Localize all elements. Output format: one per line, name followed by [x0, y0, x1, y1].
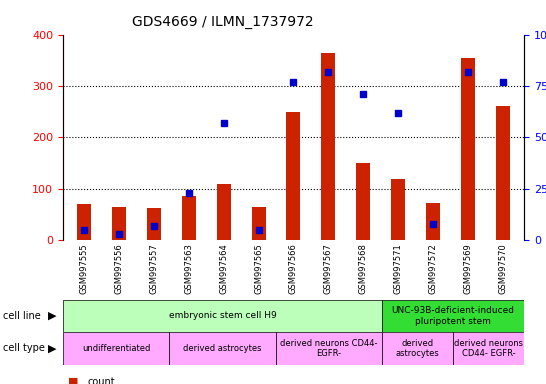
- Text: GSM997567: GSM997567: [324, 243, 333, 294]
- Bar: [147, 208, 161, 240]
- Bar: [496, 106, 510, 240]
- Bar: [382, 332, 453, 365]
- Text: undifferentiated: undifferentiated: [82, 344, 150, 353]
- Bar: [322, 53, 335, 240]
- Bar: [453, 332, 524, 365]
- Text: GSM997564: GSM997564: [219, 243, 228, 294]
- Bar: [276, 332, 382, 365]
- Text: count: count: [87, 377, 115, 384]
- Bar: [169, 332, 276, 365]
- Bar: [112, 207, 126, 240]
- Bar: [63, 332, 169, 365]
- Text: GSM997556: GSM997556: [114, 243, 123, 294]
- Text: GSM997555: GSM997555: [79, 243, 88, 294]
- Text: GSM997571: GSM997571: [394, 243, 403, 294]
- Text: GDS4669 / ILMN_1737972: GDS4669 / ILMN_1737972: [132, 15, 313, 29]
- Text: UNC-93B-deficient-induced
pluripotent stem: UNC-93B-deficient-induced pluripotent st…: [391, 306, 515, 326]
- Bar: [391, 179, 405, 240]
- Text: ■: ■: [68, 377, 79, 384]
- Text: ▶: ▶: [48, 311, 56, 321]
- Bar: [63, 300, 382, 332]
- Text: GSM997568: GSM997568: [359, 243, 368, 294]
- Text: GSM997565: GSM997565: [254, 243, 263, 294]
- Text: derived neurons CD44-
EGFR-: derived neurons CD44- EGFR-: [280, 339, 378, 358]
- Text: derived astrocytes: derived astrocytes: [183, 344, 262, 353]
- Bar: [426, 202, 440, 240]
- Bar: [77, 204, 91, 240]
- Bar: [357, 163, 370, 240]
- Bar: [252, 207, 265, 240]
- Text: cell type: cell type: [3, 343, 45, 354]
- Bar: [182, 196, 195, 240]
- Bar: [382, 300, 524, 332]
- Text: derived neurons
CD44- EGFR-: derived neurons CD44- EGFR-: [454, 339, 523, 358]
- Text: GSM997570: GSM997570: [498, 243, 508, 294]
- Text: derived
astrocytes: derived astrocytes: [396, 339, 440, 358]
- Text: cell line: cell line: [3, 311, 40, 321]
- Text: embryonic stem cell H9: embryonic stem cell H9: [169, 311, 276, 320]
- Bar: [287, 112, 300, 240]
- Text: ▶: ▶: [48, 343, 56, 354]
- Text: GSM997557: GSM997557: [149, 243, 158, 294]
- Text: GSM997563: GSM997563: [184, 243, 193, 294]
- Text: GSM997569: GSM997569: [464, 243, 473, 294]
- Bar: [217, 184, 230, 240]
- Text: GSM997572: GSM997572: [429, 243, 438, 294]
- Text: GSM997566: GSM997566: [289, 243, 298, 294]
- Bar: [461, 58, 475, 240]
